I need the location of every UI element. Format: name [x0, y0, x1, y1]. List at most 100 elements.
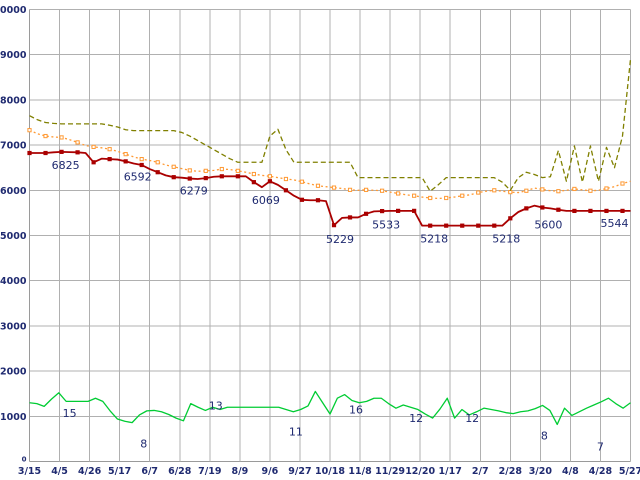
data-point-marker: [396, 191, 401, 196]
series-red-solid-markers: [27, 149, 631, 228]
data-point-marker: [476, 223, 481, 228]
data-point-marker: [251, 180, 256, 185]
y-tick-label: 2000: [0, 367, 27, 378]
data-series-layer: [27, 59, 632, 426]
data-point-marker: [123, 159, 128, 164]
data-point-marker: [524, 188, 529, 193]
red-series-value-label: 6592: [124, 171, 152, 184]
x-tick-label: 2/7: [472, 466, 489, 477]
data-point-marker: [604, 208, 609, 214]
series-green-volume: [29, 390, 631, 426]
series-olive-dashed: [29, 59, 632, 192]
x-tick-label: 4/28: [589, 466, 613, 477]
green-series-value-label: 8: [140, 437, 147, 450]
data-point-marker: [267, 174, 272, 179]
data-point-labels: 6825 6592 6279 6069 5229 5533 5218 5218 5600 5544…: [52, 159, 629, 453]
red-series-value-label: 6825: [52, 159, 80, 172]
data-point-marker: [379, 188, 385, 193]
data-point-marker: [299, 179, 305, 184]
data-point-marker: [299, 197, 305, 202]
x-tick-label: 3/20: [529, 466, 553, 477]
data-point-marker: [91, 144, 96, 150]
data-point-marker: [588, 208, 593, 214]
y-tick-label: 8000: [0, 95, 27, 106]
data-point-marker: [556, 189, 561, 194]
data-point-marker: [315, 183, 321, 188]
red-series-value-label: 5218: [492, 233, 520, 246]
data-point-marker: [187, 168, 192, 173]
data-point-marker: [460, 193, 465, 198]
data-point-marker: [267, 179, 272, 184]
data-point-marker: [107, 147, 112, 152]
data-point-marker: [107, 157, 112, 162]
data-point-marker: [123, 152, 128, 157]
red-series-value-label: 5229: [326, 233, 354, 246]
x-tick-label: 5/17: [108, 466, 131, 477]
y-tick-label: 5000: [0, 231, 27, 242]
green-series-value-label: 13: [209, 400, 223, 413]
series-line: [29, 390, 631, 426]
data-point-marker: [43, 133, 48, 139]
y-tick-label: 3000: [0, 321, 27, 332]
data-point-marker: [508, 216, 513, 221]
data-point-marker: [412, 208, 417, 213]
data-point-marker: [203, 168, 208, 173]
green-series-value-label: 11: [289, 425, 303, 438]
vertical-gridlines: [29, 9, 631, 462]
x-tick-label: 4/8: [562, 466, 579, 477]
data-point-marker: [187, 176, 192, 181]
y-tick-label: 1000: [0, 412, 27, 423]
data-point-marker: [235, 174, 240, 179]
y-tick-label: 9000: [0, 50, 27, 61]
red-series-value-label: 6279: [180, 185, 208, 198]
y-tick-label: 10000: [0, 5, 27, 16]
data-point-marker: [27, 150, 32, 156]
data-point-marker: [620, 181, 625, 186]
data-point-marker: [75, 140, 80, 145]
x-tick-label: 4/5: [51, 466, 68, 477]
data-point-marker: [540, 205, 545, 210]
green-series-value-label: 8: [541, 430, 548, 443]
data-point-marker: [540, 187, 545, 192]
y-tick-label: 6000: [0, 186, 27, 197]
data-point-marker: [524, 206, 529, 211]
data-point-marker: [572, 186, 577, 192]
red-series-value-label: 5533: [372, 218, 400, 231]
data-point-marker: [572, 208, 577, 214]
data-point-marker: [91, 160, 96, 165]
data-point-marker: [219, 174, 224, 179]
data-point-marker: [556, 207, 561, 212]
x-tick-label: 1/17: [439, 466, 462, 477]
data-point-marker: [331, 223, 337, 228]
x-tick-label: 6/28: [168, 466, 192, 477]
data-point-marker: [476, 190, 481, 195]
x-tick-label: 3/15: [18, 466, 41, 477]
data-point-marker: [428, 195, 433, 201]
x-tick-label: 9/27: [288, 466, 311, 477]
x-tick-label: 11/8: [348, 466, 372, 477]
data-point-marker: [492, 223, 497, 228]
red-series-value-label: 5218: [420, 233, 448, 246]
data-point-marker: [315, 198, 321, 203]
data-point-marker: [331, 185, 337, 190]
red-series-value-label: 5544: [601, 217, 629, 230]
green-series-value-label: 15: [63, 407, 77, 420]
data-point-marker: [396, 208, 401, 213]
x-tick-label: 12/20: [405, 466, 435, 477]
green-series-value-label: 12: [465, 412, 479, 425]
green-series-value-label: 12: [409, 412, 423, 425]
red-series-value-label: 5600: [534, 218, 562, 231]
data-point-marker: [283, 188, 289, 193]
data-point-marker: [363, 187, 369, 192]
green-series-value-label: 7: [597, 440, 604, 453]
x-tick-label: 9/6: [262, 466, 279, 477]
data-point-marker: [428, 223, 433, 228]
data-point-marker: [379, 208, 385, 214]
data-point-marker: [604, 186, 609, 191]
data-point-marker: [203, 176, 208, 181]
data-point-marker: [139, 157, 144, 162]
data-point-marker: [139, 162, 144, 168]
